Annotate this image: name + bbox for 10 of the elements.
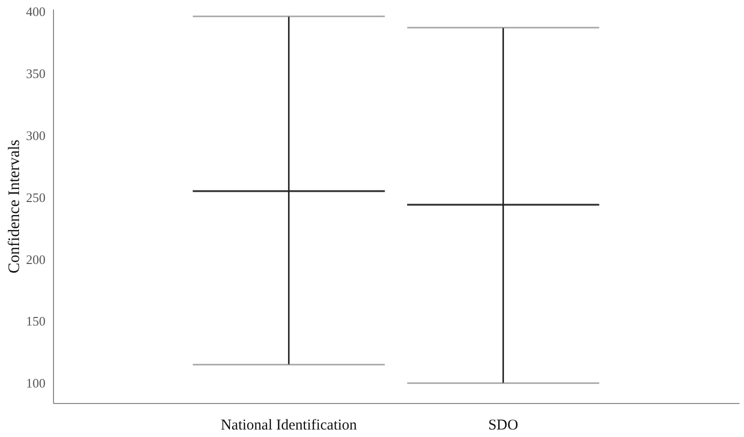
- y-tick-label: 400: [26, 4, 46, 19]
- y-tick-label: 300: [26, 128, 46, 143]
- y-tick-label: 150: [26, 314, 46, 329]
- x-tick-label: National Identification: [220, 418, 358, 434]
- y-tick-label: 200: [26, 252, 46, 267]
- y-tick-label: 250: [26, 190, 46, 205]
- y-tick-label: 350: [26, 66, 46, 81]
- y-tick-label: 100: [26, 376, 46, 391]
- y-axis-title: Confidence Intervals: [6, 140, 23, 274]
- x-tick-label: SDO: [488, 418, 518, 434]
